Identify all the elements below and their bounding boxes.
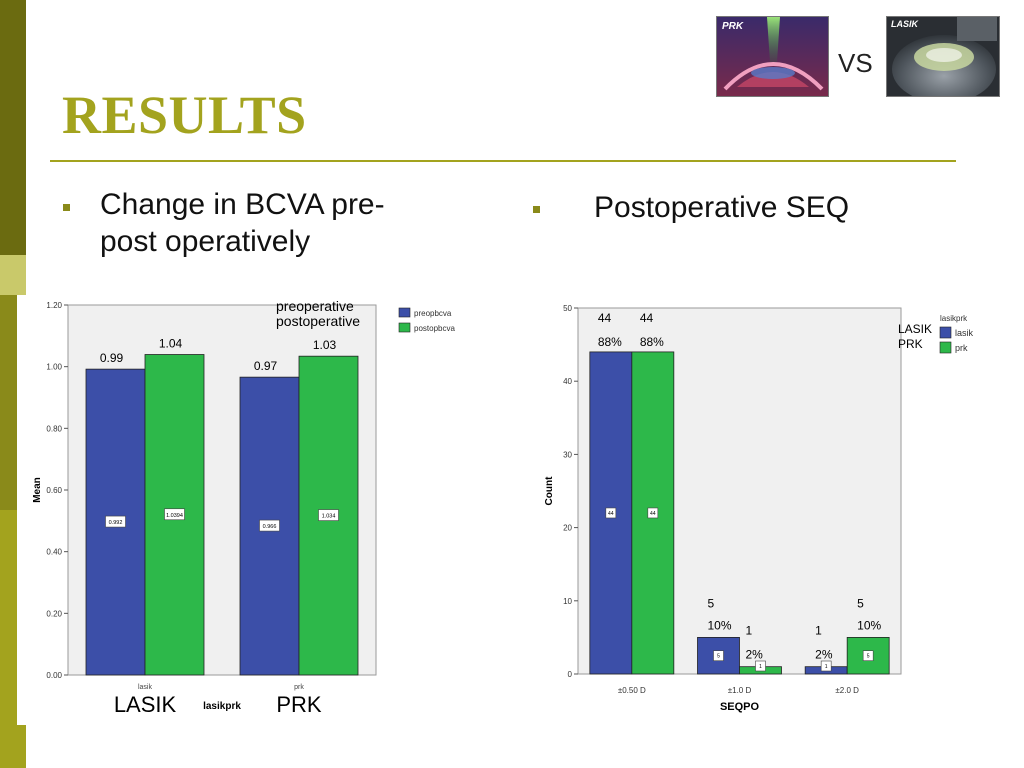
x-tick-label: ±0.50 D bbox=[618, 686, 646, 695]
bar-count-label: 44 bbox=[640, 311, 654, 325]
y-axis-label: Count bbox=[544, 476, 555, 506]
y-tick-label: 1.00 bbox=[46, 363, 62, 372]
legend-label-lasik: lasik bbox=[955, 328, 974, 338]
bar-inner-label-box bbox=[605, 507, 617, 519]
bar-percent-label: 2% bbox=[746, 648, 764, 662]
legend-callout: LASIK bbox=[898, 322, 932, 336]
bar-inner-label-box bbox=[164, 508, 185, 521]
y-tick-label: 0.40 bbox=[46, 548, 62, 557]
legend-callout: postoperative bbox=[276, 313, 360, 329]
y-tick-label: 10 bbox=[563, 597, 572, 606]
x-axis-label: lasikprk bbox=[203, 701, 241, 712]
bar-inner-label: 0.966 bbox=[263, 524, 277, 530]
bar-inner-label: 5 bbox=[717, 654, 720, 660]
bar-count-label: 1 bbox=[746, 624, 753, 638]
category-callout: LASIK bbox=[114, 692, 177, 717]
bar-count-label: 1 bbox=[815, 624, 822, 638]
prk-thumb-label: PRK bbox=[722, 21, 744, 32]
bar-value-label: 1.03 bbox=[313, 338, 337, 352]
prk-thumbnail-image: PRK bbox=[716, 16, 829, 97]
bar-inner-label-box bbox=[755, 660, 766, 672]
bar-percent-label: 2% bbox=[815, 648, 833, 662]
legend-callout: PRK bbox=[898, 337, 923, 351]
bar-value-label: 0.97 bbox=[254, 359, 278, 373]
slide-title: RESULTS bbox=[62, 85, 307, 145]
legend-swatch-lasik bbox=[939, 326, 952, 339]
y-tick-label: 30 bbox=[563, 450, 572, 459]
x-tick-label: ±2.0 D bbox=[835, 686, 859, 695]
legend-callout: preoperative bbox=[276, 298, 354, 314]
y-tick-label: 0 bbox=[568, 670, 573, 679]
title-divider bbox=[50, 160, 956, 162]
x-axis-label: SEQPO bbox=[720, 701, 760, 713]
y-tick-label: 40 bbox=[563, 377, 572, 386]
right-heading: Postoperative SEQ bbox=[594, 191, 850, 224]
y-tick-label: 50 bbox=[563, 304, 572, 313]
bar-percent-label: 10% bbox=[708, 618, 732, 632]
vs-label: VS bbox=[838, 48, 873, 78]
bar-count-label: 5 bbox=[708, 596, 715, 610]
y-tick-label: 0.60 bbox=[46, 486, 62, 495]
left-heading-line-1: Change in BCVA pre- bbox=[100, 188, 385, 221]
bar-percent-label: 88% bbox=[640, 335, 664, 349]
bar-inner-label: 44 bbox=[650, 511, 656, 517]
bar-inner-label-box bbox=[105, 515, 126, 528]
left-heading-line-2: post operatively bbox=[100, 225, 311, 258]
bar-inner-label-box bbox=[713, 650, 724, 662]
bcva-chart: 0.00 0.20 0.40 0.60 0.80 1.00 1.20 Mean 0.992 0.9… bbox=[26, 290, 496, 730]
legend-title: lasikprk bbox=[940, 314, 968, 323]
bar-inner-label: 44 bbox=[608, 511, 614, 517]
bar-percent-label: 88% bbox=[598, 335, 622, 349]
y-tick-label: 0.80 bbox=[46, 424, 62, 433]
left-band-light bbox=[0, 255, 26, 295]
bar-count-label: 5 bbox=[857, 596, 864, 610]
y-axis-label: Mean bbox=[32, 477, 43, 503]
y-tick-label: 20 bbox=[563, 524, 572, 533]
legend-label-prk: prk bbox=[955, 343, 968, 353]
seq-chart-svg: 0 10 20 30 40 50 Count 44 44 88% 44 44 88% ±0.50 D 5 5 1… bbox=[544, 304, 974, 713]
bar-inner-label: 1 bbox=[759, 664, 762, 670]
bar-inner-label: 0.992 bbox=[109, 520, 123, 526]
category-callout: PRK bbox=[276, 692, 322, 717]
left-heading: Change in BCVA pre- post operatively bbox=[100, 186, 385, 260]
left-band-inset bbox=[17, 295, 26, 725]
bar-value-label: 0.99 bbox=[100, 351, 124, 365]
legend-swatch-preopbcva bbox=[398, 307, 411, 318]
bar-value-label: 1.04 bbox=[159, 337, 183, 351]
bar-inner-label-box bbox=[820, 660, 832, 672]
bar-count-label: 44 bbox=[598, 311, 612, 325]
bar-inner-label-box bbox=[862, 650, 874, 662]
lasik-thumb-label: LASIK bbox=[891, 19, 920, 29]
lasik-thumbnail-image: LASIK bbox=[886, 16, 1000, 97]
x-tick-label: prk bbox=[294, 684, 304, 691]
bar-inner-label-box bbox=[318, 509, 339, 521]
legend-label-preopbcva: preopbcva bbox=[414, 309, 452, 318]
x-tick-label: ±1.0 D bbox=[728, 686, 752, 695]
y-tick-label: 0.00 bbox=[46, 671, 62, 680]
y-tick-label: 0.20 bbox=[46, 609, 62, 618]
left-band-dark bbox=[0, 0, 26, 255]
bar-inner-label-box bbox=[647, 507, 659, 519]
bar-inner-label: 1 bbox=[825, 664, 828, 670]
bar-inner-label: 1.0394 bbox=[166, 513, 183, 519]
bullet-icon bbox=[63, 204, 70, 211]
legend-swatch-prk bbox=[939, 341, 952, 354]
bcva-chart-svg: 0.00 0.20 0.40 0.60 0.80 1.00 1.20 Mean 0.992 0.9… bbox=[32, 298, 455, 717]
seq-chart: 0 10 20 30 40 50 Count 44 44 88% 44 44 88% ±0.50 D 5 5 1… bbox=[535, 290, 985, 720]
bar-inner-label: 5 bbox=[867, 654, 870, 660]
legend-label-postopbcva: postopbcva bbox=[414, 324, 455, 333]
bar-percent-label: 10% bbox=[857, 618, 881, 632]
y-tick-label: 1.20 bbox=[46, 301, 62, 310]
bar-inner-label-box bbox=[259, 519, 280, 532]
x-tick-label: lasik bbox=[138, 684, 153, 691]
bullet-icon bbox=[533, 206, 540, 213]
bar-inner-label: 1.034 bbox=[322, 514, 336, 520]
legend-swatch-postopbcva bbox=[398, 322, 411, 333]
